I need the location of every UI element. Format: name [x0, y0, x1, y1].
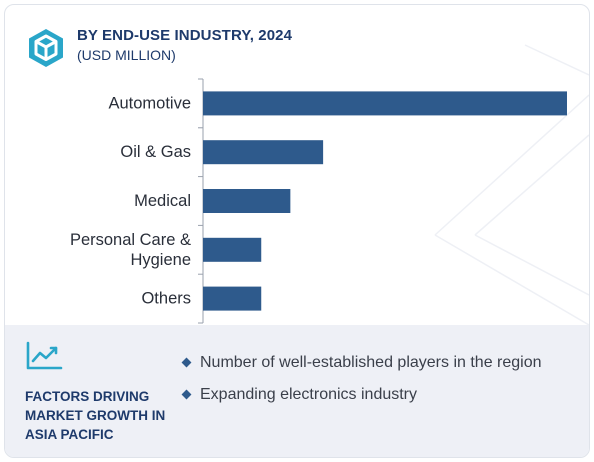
bar: [203, 189, 291, 213]
bar: [203, 140, 324, 165]
category-label: Medical: [134, 192, 191, 210]
bar: [203, 91, 567, 116]
factor-item-text: Expanding electronics industry: [200, 386, 418, 403]
chart-subtitle: (USD MILLION): [77, 47, 176, 63]
factors-panel: FACTORS DRIVING MARKET GROWTH IN ASIA PA…: [5, 325, 589, 457]
factor-item: Expanding electronics industry: [181, 383, 561, 407]
background-decoration: [434, 44, 589, 325]
factor-item-text: Number of well-established players in th…: [200, 354, 542, 371]
diamond-bullet-icon: [181, 357, 192, 368]
cube-logo-icon: [29, 29, 63, 67]
diamond-bullet-icon: [181, 389, 192, 400]
category-label: Personal Care &: [70, 231, 191, 249]
trend-chart-icon: [26, 341, 63, 370]
factors-label-line: ASIA PACIFIC: [25, 427, 114, 442]
factor-item: Number of well-established players in th…: [181, 351, 561, 375]
infographic-card: BY END-USE INDUSTRY, 2024 (USD MILLION) …: [4, 4, 590, 458]
bar: [203, 286, 262, 311]
chart-title: BY END-USE INDUSTRY, 2024: [77, 27, 293, 44]
bar: [203, 237, 262, 262]
factors-label-line: MARKET GROWTH IN: [25, 408, 166, 423]
factors-label: FACTORS DRIVING MARKET GROWTH IN ASIA PA…: [25, 387, 175, 444]
bar-chart: Automotive Oil & Gas Medical Personal Care …: [70, 78, 567, 324]
category-label: Others: [141, 290, 191, 308]
category-label: Hygiene: [130, 251, 191, 269]
category-label: Oil & Gas: [120, 143, 191, 161]
category-label: Automotive: [108, 94, 191, 112]
factors-list: Number of well-established players in th…: [181, 351, 561, 415]
factors-label-line: FACTORS DRIVING: [25, 389, 150, 404]
